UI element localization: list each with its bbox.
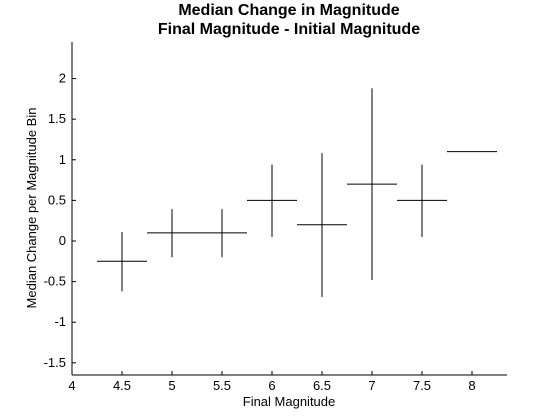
x-tick-label: 4 — [68, 378, 75, 393]
x-tick-label: 6 — [268, 378, 275, 393]
x-axis-label: Final Magnitude — [243, 394, 336, 409]
x-tick-label: 4.5 — [113, 378, 131, 393]
y-tick-label: 1 — [59, 152, 66, 167]
y-tick-label: 2 — [59, 71, 66, 86]
data-point-cross — [297, 153, 347, 298]
x-tick-label: 8 — [468, 378, 475, 393]
y-tick-label: 0.5 — [48, 192, 66, 207]
y-tick-label: 1.5 — [48, 111, 66, 126]
y-tick-label: -1 — [54, 314, 66, 329]
x-ticks: 4 4.5 5 5.5 6 6.5 7 7.5 8 — [68, 371, 476, 393]
y-axis-label: Median Change per Magnitude Bin — [24, 108, 39, 309]
x-tick-label: 7.5 — [413, 378, 431, 393]
data-point-cross — [247, 164, 297, 237]
chart-title: Median Change in Magnitude — [178, 2, 399, 19]
x-tick-label: 5 — [168, 378, 175, 393]
data-point-cross — [397, 164, 447, 237]
data-point-cross — [197, 209, 247, 258]
x-tick-label: 6.5 — [313, 378, 331, 393]
plot-axes — [71, 42, 507, 376]
x-tick-label: 7 — [368, 378, 375, 393]
x-tick-label: 5.5 — [213, 378, 231, 393]
data-point-cross — [347, 88, 397, 280]
y-tick-label: -0.5 — [44, 274, 66, 289]
y-ticks: -1.5 -1 -0.5 0 0.5 1 1.5 2 — [44, 71, 76, 370]
chart-subtitle: Final Magnitude - Initial Magnitude — [158, 21, 420, 38]
data-point-cross — [147, 209, 197, 258]
y-tick-label: 0 — [59, 233, 66, 248]
error-cross-series — [97, 88, 497, 298]
data-point-cross — [97, 232, 147, 292]
y-tick-label: -1.5 — [44, 355, 66, 370]
